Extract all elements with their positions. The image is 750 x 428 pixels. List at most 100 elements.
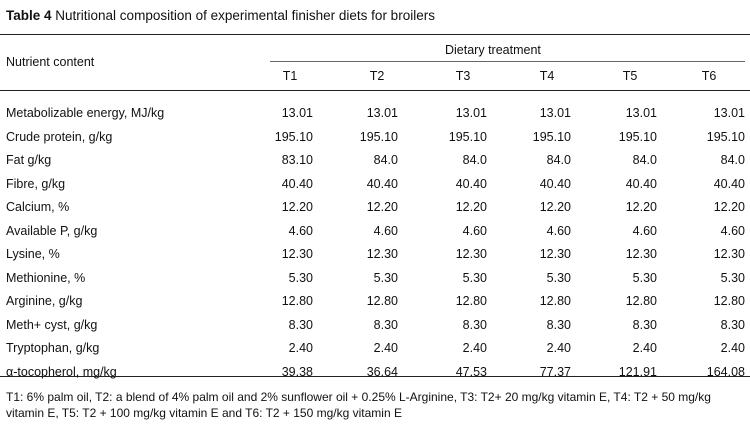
table-cell: 12.30 <box>625 247 657 261</box>
table-cell: 195.10 <box>359 129 398 144</box>
table-cell: 84.0 <box>632 153 657 167</box>
table-cell: 121.91 <box>618 364 657 379</box>
table-cell: 5.30 <box>462 270 487 285</box>
row-label: Meth+ cyst, g/kg <box>6 317 98 332</box>
table-cell: 12.80 <box>366 294 398 308</box>
row-label: Fat g/kg <box>6 153 52 167</box>
table-cell: 40.40 <box>713 176 745 191</box>
column-header-t5: T5 <box>622 69 638 83</box>
table-cell: 2.40 <box>288 341 313 355</box>
table-cell: 8.30 <box>373 317 398 332</box>
column-header-t4: T4 <box>539 69 555 83</box>
table-cell: 5.30 <box>632 270 657 285</box>
table-row: Tryptophan, g/kg 2.40 2.40 2.40 2.40 2.40 2.40 <box>0 341 750 363</box>
table-cell: 40.40 <box>366 176 398 191</box>
table-row: Available P, g/kg 4.60 4.60 4.60 4.60 4.60 4.6… <box>0 224 750 246</box>
row-label: Metabolizable energy, MJ/kg <box>6 106 165 120</box>
table-cell: 12.20 <box>366 200 398 214</box>
table-cell: 13.01 <box>281 106 313 120</box>
table-cell: 2.40 <box>546 341 571 355</box>
row-label: Available P, g/kg <box>6 223 98 238</box>
row-label: Lysine, % <box>6 247 60 261</box>
row-label: Arginine, g/kg <box>6 294 83 308</box>
table-cell: 5.30 <box>546 270 571 285</box>
table-cell: 8.30 <box>462 317 487 332</box>
row-label: Tryptophan, g/kg <box>6 341 100 355</box>
table-cell: 8.30 <box>546 317 571 332</box>
row-header: Nutrient content <box>6 55 95 69</box>
group-rule <box>270 61 745 62</box>
table-cell: 12.80 <box>455 294 487 308</box>
table-row: Fat g/kg 83.10 84.0 84.0 84.0 84.0 84.0 <box>0 153 750 175</box>
table-row: α-tocopherol, mg/kg 39.38 36.64 47.53 77.37 1… <box>0 365 750 387</box>
column-header-t1: T1 <box>282 69 298 83</box>
header-rule <box>0 90 750 91</box>
table-cell: 84.0 <box>373 153 398 167</box>
table-cell: 2.40 <box>373 341 398 355</box>
table-cell: 5.30 <box>720 270 745 285</box>
table-caption: Table 4 Nutritional composition of exper… <box>6 8 435 23</box>
table-cell: 39.38 <box>281 364 313 379</box>
table-cell: 195.10 <box>618 129 657 144</box>
table-row: Meth+ cyst, g/kg 8.30 8.30 8.30 8.30 8.30 8.30 <box>0 318 750 340</box>
table-cell: 12.20 <box>625 200 657 214</box>
table-cell: 12.80 <box>625 294 657 308</box>
table-cell: 40.40 <box>281 176 313 191</box>
table-row: Methionine, % 5.30 5.30 5.30 5.30 5.30 5.30 <box>0 271 750 293</box>
table-cell: 12.80 <box>713 294 745 308</box>
table-cell: 84.0 <box>462 153 487 167</box>
row-label: Calcium, % <box>6 200 70 214</box>
table-cell: 40.40 <box>455 176 487 191</box>
table-cell: 8.30 <box>288 317 313 332</box>
column-header-t3: T3 <box>455 69 471 83</box>
table-cell: 195.10 <box>274 129 313 144</box>
group-header: Dietary treatment <box>445 43 541 57</box>
table-cell: 12.20 <box>539 200 571 214</box>
table-cell: 12.30 <box>455 247 487 261</box>
table-cell: 12.80 <box>281 294 313 308</box>
table-cell: 77.37 <box>539 364 571 379</box>
table-cell: 12.30 <box>713 247 745 261</box>
table-cell: 2.40 <box>632 341 657 355</box>
table-cell: 40.40 <box>625 176 657 191</box>
table-cell: 195.10 <box>532 129 571 144</box>
table-row: Crude protein, g/kg 195.10 195.10 195.10 195… <box>0 130 750 152</box>
table-cell: 195.10 <box>448 129 487 144</box>
column-header-t2: T2 <box>369 69 385 83</box>
row-label: Fibre, g/kg <box>6 176 66 191</box>
table-cell: 12.30 <box>366 247 398 261</box>
table-cell: 12.80 <box>539 294 571 308</box>
table-cell: 40.40 <box>539 176 571 191</box>
row-label: Methionine, % <box>6 270 86 285</box>
table-row: Metabolizable energy, MJ/kg 13.01 13.01 13.… <box>0 106 750 128</box>
table-cell: 4.60 <box>546 223 571 238</box>
table-cell: 4.60 <box>462 223 487 238</box>
table-cell: 13.01 <box>366 106 398 120</box>
table-cell: 12.20 <box>455 200 487 214</box>
table-cell: 47.53 <box>455 364 487 379</box>
table-row: Arginine, g/kg 12.80 12.80 12.80 12.80 12.80 1… <box>0 294 750 316</box>
table-cell: 8.30 <box>720 317 745 332</box>
table-cell: 4.60 <box>288 223 313 238</box>
table-cell: 12.20 <box>713 200 745 214</box>
table-row: Lysine, % 12.30 12.30 12.30 12.30 12.30 12.30 <box>0 247 750 269</box>
row-label: Crude protein, g/kg <box>6 129 113 144</box>
table-number: Table 4 <box>6 8 52 23</box>
column-header-t6: T6 <box>701 69 717 83</box>
table-cell: 36.64 <box>366 364 398 379</box>
table-row: Fibre, g/kg 40.40 40.40 40.40 40.40 40.40 40.4… <box>0 177 750 199</box>
row-label: α-tocopherol, mg/kg <box>6 364 117 379</box>
table-cell: 164.08 <box>706 364 745 379</box>
table-cell: 5.30 <box>288 270 313 285</box>
table-row: Calcium, % 12.20 12.20 12.20 12.20 12.20 12.20 <box>0 200 750 222</box>
table-cell: 13.01 <box>539 106 571 120</box>
table-cell: 5.30 <box>373 270 398 285</box>
table-cell: 13.01 <box>625 106 657 120</box>
bottom-rule <box>0 376 750 377</box>
table-title: Nutritional composition of experimental … <box>51 8 435 23</box>
table-cell: 195.10 <box>706 129 745 144</box>
table-cell: 84.0 <box>546 153 571 167</box>
table-cell: 8.30 <box>632 317 657 332</box>
table-footnote: T1: 6% palm oil, T2: a blend of 4% palm … <box>6 390 711 420</box>
table-cell: 13.01 <box>455 106 487 120</box>
